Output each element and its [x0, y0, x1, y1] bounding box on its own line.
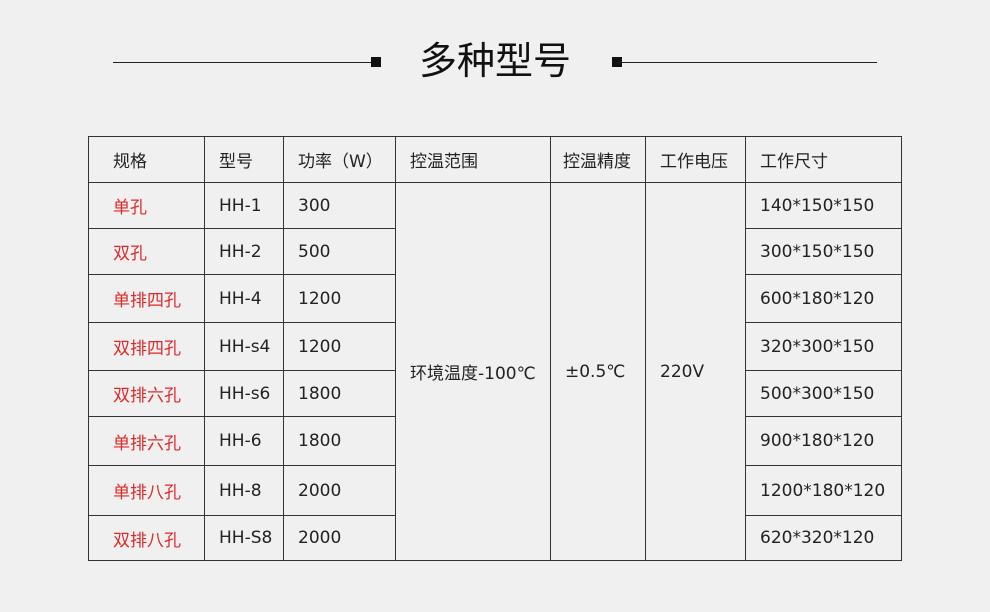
- table-header-row: 规格 型号 功率（W） 控温范围 控温精度 工作电压 工作尺寸: [88, 136, 902, 183]
- power-cell: 500: [283, 228, 396, 275]
- range-cell: 环境温度-100℃: [395, 182, 551, 561]
- header-size: 工作尺寸: [745, 136, 902, 183]
- size-cell: 1200*180*120: [745, 465, 902, 516]
- power-cell: 1200: [283, 322, 396, 371]
- power-cell: 1800: [283, 370, 396, 417]
- table-row: 双排四孔 HH-s4 1200 320*300*150: [88, 322, 902, 371]
- power-cell: 2000: [283, 515, 396, 561]
- spec-cell: 双排八孔: [88, 515, 205, 561]
- power-cell: 300: [283, 182, 396, 229]
- table-row: 单排六孔 HH-6 1800 900*180*120: [88, 416, 902, 466]
- table-row: 双排六孔 HH-s6 1800 500*300*150: [88, 370, 902, 417]
- power-cell: 1200: [283, 274, 396, 323]
- header-spec: 规格: [88, 136, 205, 183]
- page-title: 多种型号: [418, 39, 571, 83]
- header-model: 型号: [204, 136, 284, 183]
- title-right-rule: [617, 62, 877, 63]
- size-cell: 140*150*150: [745, 182, 902, 229]
- precision-cell: ±0.5℃: [550, 182, 646, 561]
- header-range: 控温范围: [395, 136, 551, 183]
- header-precision: 控温精度: [550, 136, 646, 183]
- size-cell: 900*180*120: [745, 416, 902, 466]
- size-cell: 600*180*120: [745, 274, 902, 323]
- spec-cell: 单排八孔: [88, 465, 205, 516]
- size-cell: 500*300*150: [745, 370, 902, 417]
- header-voltage: 工作电压: [645, 136, 746, 183]
- spec-cell: 单排四孔: [88, 274, 205, 323]
- title-left-rule: [113, 62, 373, 63]
- spec-cell: 双孔: [88, 228, 205, 275]
- model-cell: HH-2: [204, 228, 284, 275]
- table-row: 双排八孔 HH-S8 2000 620*320*120: [88, 515, 902, 561]
- size-cell: 620*320*120: [745, 515, 902, 561]
- table-row: 单孔 HH-1 300 环境温度-100℃ ±0.5℃ 220V 140*150…: [88, 182, 902, 561]
- spec-cell: 双排四孔: [88, 322, 205, 371]
- model-cell: HH-S8: [204, 515, 284, 561]
- title-left-square: [371, 57, 381, 67]
- model-cell: HH-6: [204, 416, 284, 466]
- power-cell: 2000: [283, 465, 396, 516]
- model-cell: HH-s6: [204, 370, 284, 417]
- table-row: 单排八孔 HH-8 2000 1200*180*120: [88, 465, 902, 516]
- model-cell: HH-s4: [204, 322, 284, 371]
- size-cell: 300*150*150: [745, 228, 902, 275]
- spec-cell: 双排六孔: [88, 370, 205, 417]
- voltage-cell: 220V: [645, 182, 746, 561]
- model-cell: HH-1: [204, 182, 284, 229]
- size-cell: 320*300*150: [745, 322, 902, 371]
- spec-table: 规格 型号 功率（W） 控温范围 控温精度 工作电压 工作尺寸 单孔 HH-1 …: [88, 136, 902, 561]
- model-cell: HH-8: [204, 465, 284, 516]
- spec-cell: 单孔: [88, 182, 205, 229]
- model-cell: HH-4: [204, 274, 284, 323]
- header-power: 功率（W）: [283, 136, 396, 183]
- power-cell: 1800: [283, 416, 396, 466]
- spec-cell: 单排六孔: [88, 416, 205, 466]
